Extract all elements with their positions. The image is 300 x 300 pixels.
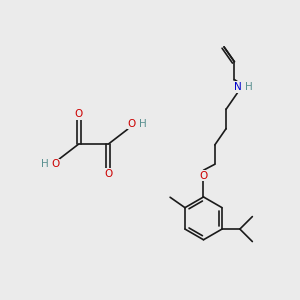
Text: O: O (74, 109, 83, 119)
Text: O: O (104, 169, 112, 179)
Text: H: H (40, 159, 48, 169)
Text: O: O (51, 159, 60, 169)
Text: H: H (245, 82, 253, 92)
Text: H: H (139, 119, 146, 129)
Text: N: N (233, 82, 241, 92)
Text: O: O (200, 171, 208, 181)
Text: O: O (128, 119, 136, 129)
